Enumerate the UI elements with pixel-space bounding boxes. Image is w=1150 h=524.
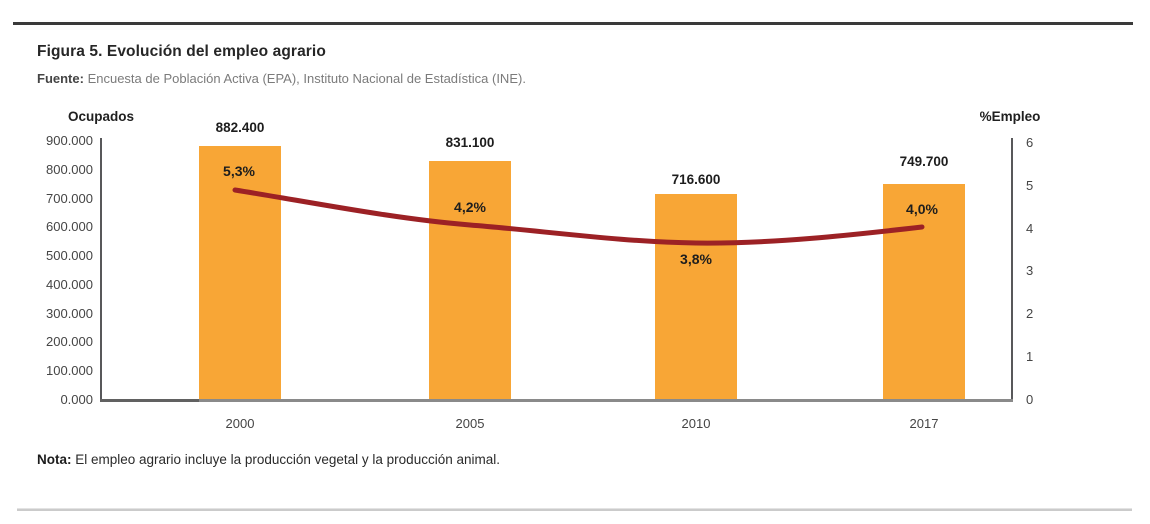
left-axis-title: Ocupados	[67, 109, 134, 124]
bar-value-label: 716.600	[671, 172, 721, 187]
figure-note: Nota: El empleo agrario incluye la produ…	[37, 452, 500, 467]
left-axis-tick: 300.000	[46, 306, 93, 321]
source-label: Fuente:	[37, 71, 84, 86]
bar-2000	[199, 146, 281, 399]
left-axis-tick: 900.000	[46, 133, 93, 148]
left-axis-tick: 500.000	[46, 248, 93, 263]
line-value-label: 3,8%	[680, 251, 712, 267]
left-axis-tick: 800.000	[46, 162, 93, 177]
left-axis-tick: 600.000	[46, 219, 93, 234]
right-axis-line	[1011, 138, 1013, 401]
x-axis-label: 2000	[225, 416, 255, 431]
bar-2010	[655, 194, 737, 399]
line-value-label: 4,2%	[454, 199, 486, 215]
x-axis-label: 2017	[909, 416, 939, 431]
employment-line	[232, 187, 925, 246]
source-text: Encuesta de Población Activa (EPA), Inst…	[83, 71, 526, 86]
line-value-label: 5,3%	[223, 163, 255, 179]
line-value-label: 4,0%	[906, 201, 938, 217]
right-axis-tick: 3	[1026, 263, 1034, 278]
note-text: El empleo agrario incluye la producción …	[71, 452, 500, 467]
left-axis-tick: 700.000	[46, 191, 93, 206]
note-label: Nota:	[37, 452, 72, 467]
bar-value-label: 749.700	[899, 154, 949, 169]
right-axis-tick: 6	[1026, 135, 1034, 150]
right-axis-tick: 4	[1026, 221, 1034, 236]
bottom-divider	[17, 508, 1132, 511]
right-axis-tick: 1	[1026, 349, 1034, 364]
right-axis-tick: 5	[1026, 178, 1034, 193]
left-axis-tick: 200.000	[46, 334, 93, 349]
bar-value-label: 882.400	[215, 120, 265, 135]
figure-title: Figura 5. Evolución del empleo agrario	[37, 43, 326, 60]
bar-2005	[429, 161, 511, 399]
left-axis-tick: 100.000	[46, 363, 93, 378]
x-axis-label: 2010	[681, 416, 711, 431]
figure-source: Fuente: Encuesta de Población Activa (EP…	[37, 71, 526, 86]
left-axis-line	[100, 138, 102, 401]
left-axis-tick: 400.000	[46, 277, 93, 292]
left-axis-tick: 0.000	[60, 392, 93, 407]
x-axis-line	[100, 399, 1013, 402]
right-axis-tick: 2	[1026, 306, 1034, 321]
bar-value-label: 831.100	[445, 135, 495, 150]
right-axis-title: %Empleo	[979, 109, 1041, 124]
right-axis-tick: 0	[1026, 392, 1034, 407]
x-axis-line-left-segment	[100, 399, 199, 402]
x-axis-label: 2005	[455, 416, 485, 431]
top-divider	[13, 22, 1133, 25]
